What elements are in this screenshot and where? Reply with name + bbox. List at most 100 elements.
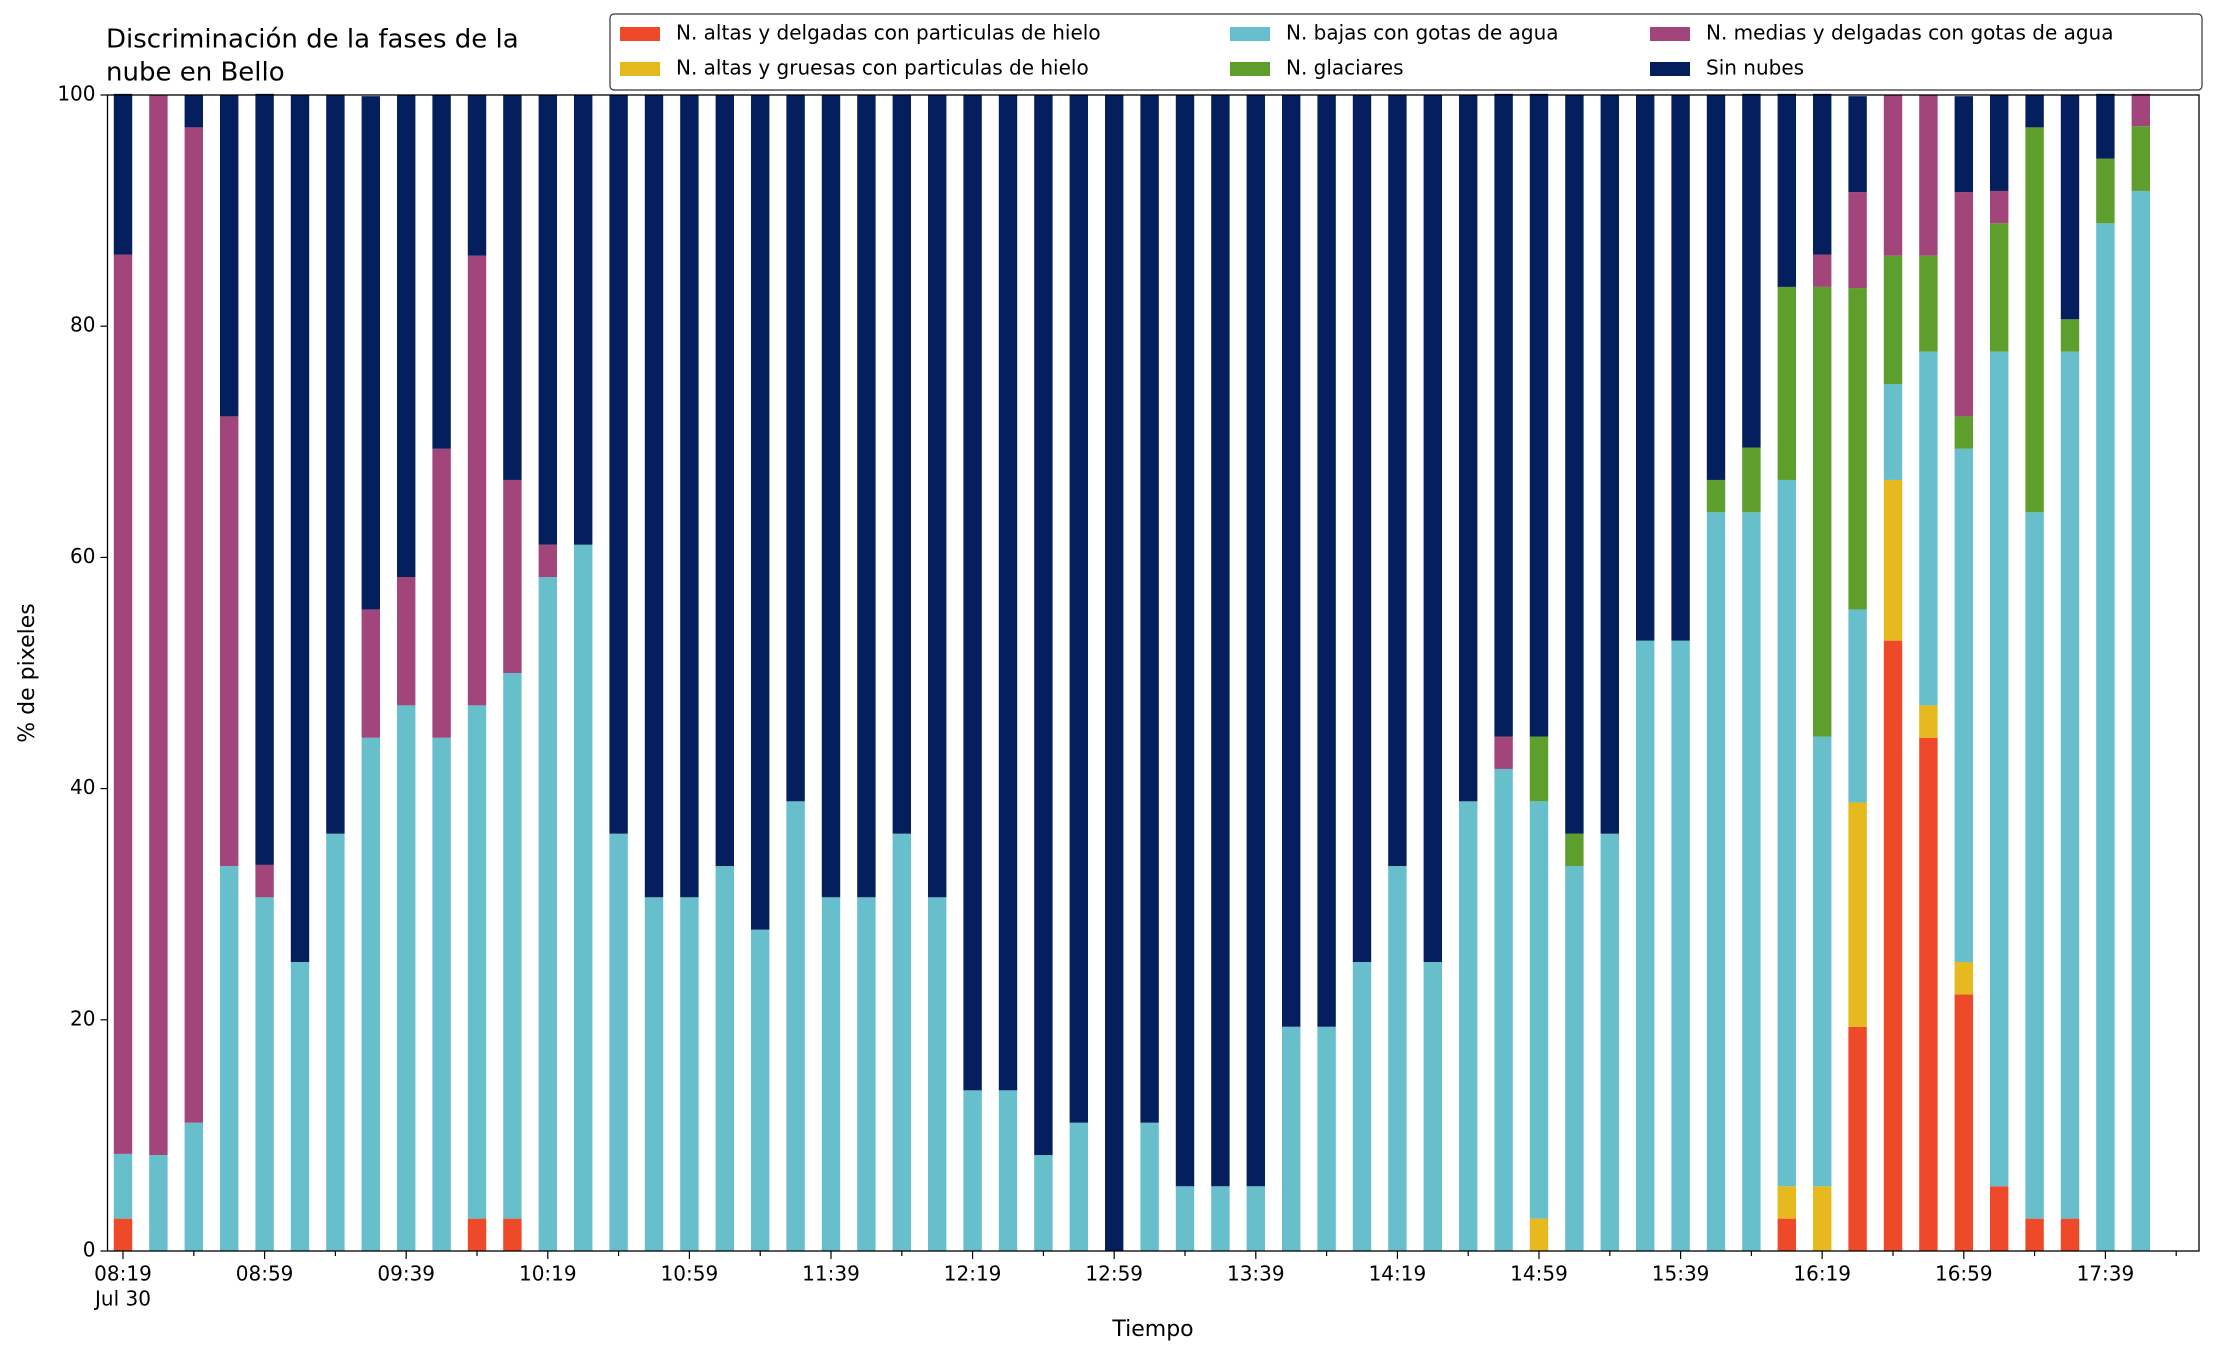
bar-segment bbox=[1777, 286, 1797, 480]
bar-segment bbox=[715, 866, 735, 1251]
bar-segment bbox=[1706, 512, 1726, 1251]
bar-segment bbox=[1458, 95, 1478, 802]
bar-segment bbox=[998, 95, 1018, 1091]
bar-segment bbox=[1742, 447, 1761, 513]
bar-segment bbox=[538, 577, 558, 1251]
bar-segment bbox=[680, 95, 699, 898]
bar-segment bbox=[2025, 95, 2044, 128]
bar-segment bbox=[467, 255, 487, 706]
bar-segment bbox=[1281, 1026, 1301, 1251]
bar-segment bbox=[1883, 640, 1903, 1251]
bar-segment bbox=[1600, 95, 1620, 834]
bar-segment bbox=[184, 1122, 204, 1251]
y-axis-label: % de pixeles bbox=[15, 603, 40, 742]
legend-label: N. altas y gruesas con particulas de hie… bbox=[676, 56, 1089, 80]
bar-segment bbox=[1954, 448, 1974, 963]
bar-segment bbox=[503, 1218, 522, 1251]
bar-segment bbox=[1919, 737, 1938, 1251]
bar-segment bbox=[255, 93, 274, 865]
bar-segment bbox=[2060, 95, 2080, 320]
bar-segment bbox=[2131, 190, 2151, 1251]
bar-segment bbox=[2096, 223, 2115, 1251]
bar-segment bbox=[1175, 1186, 1195, 1251]
bar-segment bbox=[1848, 1026, 1867, 1251]
bar-segment bbox=[1246, 1186, 1266, 1251]
x-tick-label: 12:19 bbox=[944, 1262, 1002, 1286]
x-tick-label: 14:19 bbox=[1369, 1262, 1427, 1286]
bar-segment bbox=[503, 95, 522, 480]
bar-segment bbox=[1919, 351, 1938, 706]
legend-label: N. bajas con gotas de agua bbox=[1286, 21, 1559, 45]
bar-segment bbox=[1352, 95, 1372, 962]
x-tick-label: 09:39 bbox=[377, 1262, 435, 1286]
bar-segment bbox=[963, 1090, 982, 1251]
bar-segment bbox=[255, 897, 274, 1251]
bar-segment bbox=[1494, 768, 1513, 1251]
x-tick-label: 10:19 bbox=[519, 1262, 577, 1286]
bar-segment bbox=[786, 801, 805, 1251]
legend-swatch bbox=[1230, 27, 1270, 41]
bar-segment bbox=[1954, 416, 1974, 449]
bar-segment bbox=[1777, 93, 1797, 287]
bar-segment bbox=[1281, 95, 1301, 1027]
bar-segment bbox=[1742, 512, 1761, 1251]
bar-segment bbox=[538, 95, 558, 545]
y-tick-label: 80 bbox=[70, 313, 95, 337]
bar-segment bbox=[1565, 833, 1584, 867]
bar-segment bbox=[432, 95, 451, 449]
bar-segment bbox=[1388, 866, 1407, 1251]
bar-segment bbox=[644, 95, 664, 898]
bar-segment bbox=[927, 897, 947, 1251]
bar-segment bbox=[503, 479, 522, 673]
bar-segment bbox=[2131, 126, 2151, 191]
y-tick-label: 100 bbox=[57, 82, 95, 106]
legend-swatch bbox=[1650, 62, 1690, 76]
bar-segment bbox=[1812, 93, 1832, 255]
legend-label: Sin nubes bbox=[1706, 56, 1804, 80]
x-tick-label: 08:59 bbox=[236, 1262, 294, 1286]
bar-segment bbox=[2060, 319, 2080, 352]
bar-segment bbox=[1848, 802, 1867, 1027]
bar-segment bbox=[1034, 1155, 1053, 1251]
legend-swatch bbox=[1650, 27, 1690, 41]
bar-segment bbox=[1883, 255, 1903, 384]
legend-label: N. altas y delgadas con particulas de hi… bbox=[676, 21, 1101, 45]
bar-segment bbox=[786, 95, 805, 802]
bar-segment bbox=[1600, 833, 1620, 1251]
bar-segment bbox=[2025, 512, 2044, 1219]
bar-segment bbox=[467, 705, 487, 1219]
bar-segment bbox=[750, 95, 770, 930]
bar-segment bbox=[1919, 255, 1938, 352]
legend-swatch bbox=[620, 62, 660, 76]
bar-segment bbox=[573, 544, 593, 1251]
bar-segment bbox=[1919, 95, 1938, 256]
bar-segment bbox=[1069, 95, 1089, 1123]
x-axis-label: Tiempo bbox=[1111, 1317, 1193, 1342]
bar-segment bbox=[255, 864, 274, 898]
bar-segment bbox=[644, 897, 664, 1251]
bar-segment bbox=[1529, 93, 1549, 737]
bar-segment bbox=[396, 95, 416, 578]
bar-segment bbox=[609, 833, 628, 1251]
bar-segment bbox=[892, 833, 912, 1251]
bar-segment bbox=[1635, 95, 1655, 641]
bar-segment bbox=[432, 737, 451, 1251]
bar-segment bbox=[1458, 801, 1478, 1251]
x-tick-label: 11:39 bbox=[802, 1262, 860, 1286]
bar-segment bbox=[1671, 95, 1690, 641]
bar-segment bbox=[1565, 866, 1584, 1251]
bar-segment bbox=[1706, 95, 1726, 480]
bar-segment bbox=[1883, 95, 1903, 256]
x-tick-label: 12:59 bbox=[1085, 1262, 1143, 1286]
bar-segment bbox=[1175, 95, 1195, 1187]
x-tick-label: 16:59 bbox=[1935, 1262, 1993, 1286]
bar-segment bbox=[2025, 1218, 2044, 1251]
bar-segment bbox=[396, 705, 416, 1251]
bar-segment bbox=[361, 609, 381, 738]
x-tick-label: 14:59 bbox=[1510, 1262, 1568, 1286]
bar-segment bbox=[1812, 1186, 1832, 1251]
bar-segment bbox=[1883, 479, 1903, 641]
bar-segment bbox=[361, 737, 381, 1251]
bar-segment bbox=[503, 673, 522, 1219]
bar-segment bbox=[1989, 190, 2009, 224]
